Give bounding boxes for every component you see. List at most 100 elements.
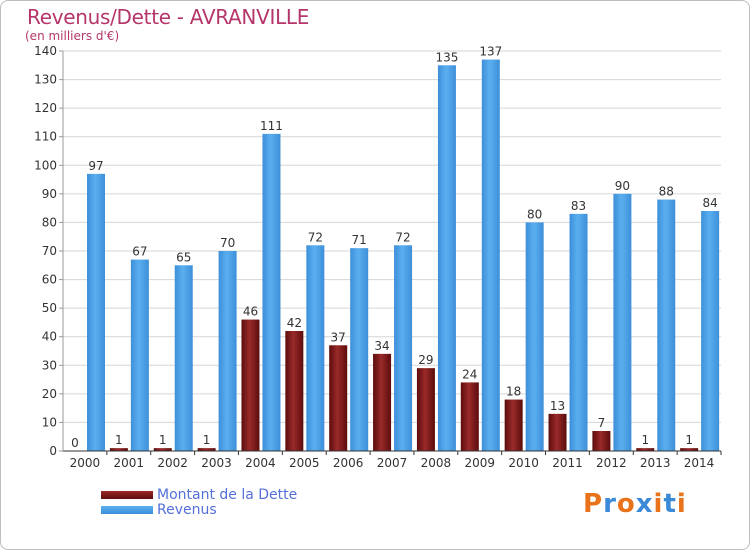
data-label-debt-2003: 1 [203,433,211,447]
data-label-revenue-2009: 137 [479,45,502,59]
bar-revenue-2005 [306,245,325,451]
logo-letter: i [653,489,664,519]
bar-debt-2012 [592,431,611,451]
legend-swatch-debt [101,490,153,499]
y-tick-label: 50 [42,301,57,315]
data-label-revenue-2011: 83 [571,199,586,213]
bar-debt-2014 [680,448,699,451]
bar-revenue-2012 [613,193,632,451]
y-tick-label: 0 [49,444,57,458]
data-label-debt-2010: 18 [506,385,521,399]
data-label-revenue-2013: 88 [659,185,674,199]
data-label-debt-2013: 1 [641,433,649,447]
data-label-revenue-2007: 72 [395,230,410,244]
bar-revenue-2000 [87,173,105,451]
data-label-revenue-2010: 80 [527,207,542,221]
legend-item-revenue: Revenus [101,501,297,518]
bar-revenue-2014 [701,211,720,451]
x-tick-label-2007: 2007 [377,456,408,470]
legend-label-revenue: Revenus [157,501,217,518]
bar-debt-2001 [109,448,128,451]
data-label-debt-2014: 1 [685,433,693,447]
x-tick-label-2000: 2000 [70,456,101,470]
bar-revenue-2004 [262,133,281,451]
data-labels: 0971671651704611142723771347229135241371… [71,45,718,450]
bar-debt-2005 [285,331,304,451]
data-label-revenue-2012: 90 [615,179,630,193]
data-label-revenue-2002: 65 [176,250,191,264]
data-label-revenue-2006: 71 [352,233,367,247]
y-tick-label: 70 [42,244,57,258]
y-tick-label: 80 [42,215,57,229]
bar-debt-2011 [548,413,567,451]
x-tick-label-2008: 2008 [421,456,452,470]
y-tick-label: 40 [42,330,57,344]
y-tick-label: 90 [42,187,57,201]
x-tick-label-2006: 2006 [333,456,364,470]
y-tick-label: 100 [34,158,57,172]
logo-letter: t [663,489,677,519]
bar-debt-2002 [153,448,172,451]
data-label-debt-2009: 24 [462,367,477,381]
data-label-debt-2001: 1 [115,433,123,447]
data-label-revenue-2005: 72 [308,230,323,244]
proxiti-logo: Proxiti [583,489,687,519]
x-tick-label-2013: 2013 [640,456,671,470]
data-label-revenue-2001: 67 [132,245,147,259]
logo-letter: P [583,489,604,519]
bar-debt-2003 [197,448,216,451]
x-tick-label-2011: 2011 [552,456,583,470]
x-tick-label-2010: 2010 [508,456,539,470]
y-tick-label: 60 [42,273,57,287]
bar-debt-2006 [329,345,348,451]
logo-letter: o [616,489,636,519]
y-tick-label: 20 [42,387,57,401]
x-tick-label-2004: 2004 [245,456,276,470]
bar-revenue-2009 [481,59,500,451]
data-label-debt-2011: 13 [550,399,565,413]
x-tick-label-2003: 2003 [201,456,232,470]
bar-debt-2007 [373,353,392,451]
data-label-debt-2012: 7 [598,416,606,430]
bar-debt-2013 [636,448,655,451]
chart-subtitle: (en milliers d'€) [25,29,120,43]
legend: Montant de la Dette Revenus [101,486,298,518]
legend-swatch-revenue [101,505,153,514]
x-tick-label-2002: 2002 [157,456,188,470]
logo-letter: r [603,489,617,519]
data-label-debt-2008: 29 [418,353,433,367]
data-label-revenue-2000: 97 [88,159,103,173]
y-tick-label: 140 [34,44,57,58]
bar-revenue-2010 [525,222,544,451]
bar-debt-2008 [416,368,435,451]
data-label-debt-2002: 1 [159,433,167,447]
data-label-revenue-2008: 135 [435,50,458,64]
y-tick-label: 110 [34,130,57,144]
data-label-debt-2004: 46 [243,305,258,319]
data-label-revenue-2004: 111 [260,119,283,133]
x-tick-label-2009: 2009 [464,456,495,470]
bars [87,59,720,452]
bar-revenue-2008 [437,65,456,452]
bar-revenue-2007 [394,245,413,451]
y-tick-label: 120 [34,101,57,115]
y-tick-label: 30 [42,358,57,372]
x-tick-label-2005: 2005 [289,456,320,470]
x-tick-label-2012: 2012 [596,456,627,470]
bar-debt-2004 [241,319,260,451]
data-label-debt-2000: 0 [71,436,79,450]
legend-item-debt: Montant de la Dette [101,486,298,503]
logo-letter: x [635,489,654,519]
y-tick-label: 130 [34,73,57,87]
data-label-revenue-2014: 84 [702,196,717,210]
grid-lines [63,50,721,423]
legend-label-debt: Montant de la Dette [157,486,298,503]
data-label-revenue-2003: 70 [220,236,235,250]
data-label-debt-2007: 34 [374,339,389,353]
bar-revenue-2003 [218,251,237,451]
chart-title: Revenus/Dette - AVRANVILLE [27,5,310,29]
bar-revenue-2002 [174,265,193,451]
x-tick-label-2014: 2014 [684,456,715,470]
